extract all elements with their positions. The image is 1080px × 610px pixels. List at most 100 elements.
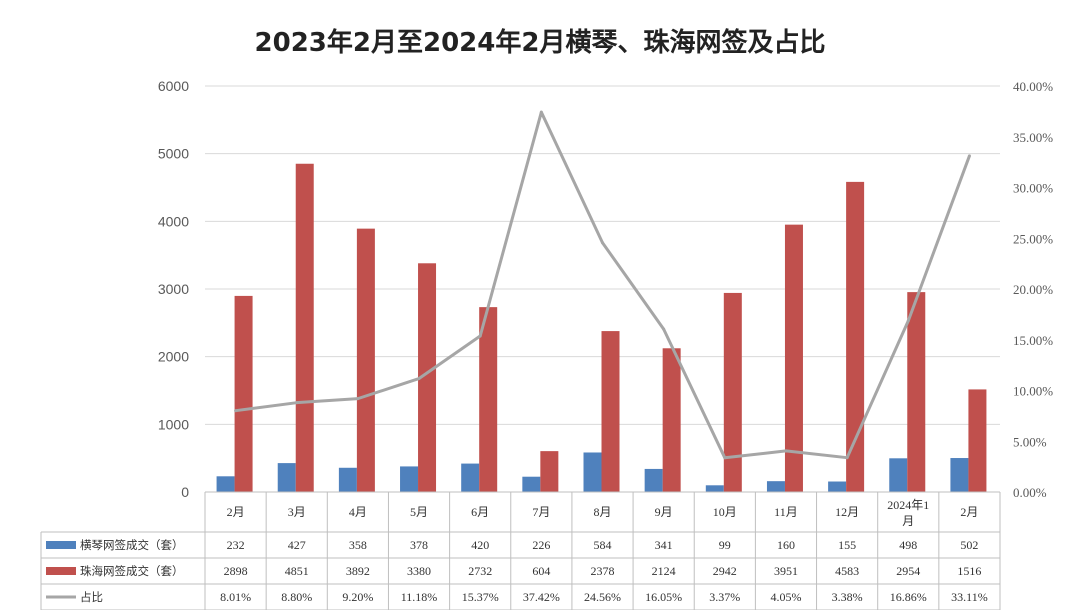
hengqin-bar <box>338 467 357 492</box>
data-label: 2898 <box>224 564 248 578</box>
zhuhai-bar <box>846 181 865 492</box>
data-label: 3951 <box>774 564 798 578</box>
zhuhai-bar <box>907 292 926 492</box>
data-label: 502 <box>960 538 978 552</box>
data-label: 15.37% <box>462 590 499 604</box>
share-point <box>417 377 421 381</box>
category-label: 6月 <box>471 505 489 519</box>
data-label: 378 <box>410 538 428 552</box>
share-point <box>356 397 360 401</box>
legend-label: 占比 <box>80 590 103 604</box>
y-right-tick-label: 5.00% <box>1013 434 1047 449</box>
data-label: 226 <box>532 538 550 552</box>
data-label: 2954 <box>896 564 920 578</box>
y-left-tick-label: 6000 <box>158 78 189 94</box>
category-label: 2月 <box>227 505 245 519</box>
data-label: 427 <box>288 538 306 552</box>
zhuhai-bar <box>784 224 803 493</box>
hengqin-bar <box>400 466 419 492</box>
y-left-tick-label: 2000 <box>158 349 189 365</box>
data-label: 33.11% <box>951 590 988 604</box>
category-label: 2月 <box>960 505 978 519</box>
y-left-tick-label: 0 <box>181 484 189 500</box>
hengqin-bar <box>766 481 785 492</box>
zhuhai-bar <box>479 307 498 492</box>
zhuhai-bar <box>356 228 375 492</box>
hengqin-bar <box>950 458 969 492</box>
share-point <box>662 327 666 331</box>
zhuhai-bar <box>295 163 314 492</box>
data-label: 584 <box>594 538 612 552</box>
hengqin-bar <box>583 452 602 492</box>
data-label: 2124 <box>652 564 676 578</box>
data-label: 8.80% <box>281 590 312 604</box>
data-label: 4851 <box>285 564 309 578</box>
data-label: 160 <box>777 538 795 552</box>
legend-swatch <box>46 541 76 549</box>
y-right-tick-label: 20.00% <box>1013 282 1053 297</box>
hengqin-bar <box>216 476 235 492</box>
category-label: 9月 <box>655 505 673 519</box>
data-label: 3.37% <box>709 590 740 604</box>
data-label: 11.18% <box>401 590 438 604</box>
share-point <box>539 110 543 114</box>
data-label: 2942 <box>713 564 737 578</box>
y-right-tick-label: 10.00% <box>1013 384 1053 399</box>
hengqin-bar <box>889 458 908 492</box>
data-label: 16.05% <box>645 590 682 604</box>
y-right-tick-label: 40.00% <box>1013 79 1053 94</box>
category-label: 4月 <box>349 505 367 519</box>
zhuhai-bar <box>540 451 559 492</box>
data-label: 420 <box>471 538 489 552</box>
chart-title: 2023年2月至2024年2月横琴、珠海网签及占比 <box>254 28 826 58</box>
data-label: 4583 <box>835 564 859 578</box>
share-point <box>967 154 971 158</box>
data-label: 3380 <box>407 564 431 578</box>
category-label: 3月 <box>288 505 306 519</box>
data-label: 3.38% <box>832 590 863 604</box>
hengqin-bar <box>522 476 541 492</box>
hengqin-bar <box>461 463 480 492</box>
data-label: 16.86% <box>890 590 927 604</box>
data-label: 498 <box>899 538 917 552</box>
data-label: 2378 <box>591 564 615 578</box>
hengqin-bar <box>277 463 296 492</box>
data-label: 24.56% <box>584 590 621 604</box>
data-label: 2732 <box>468 564 492 578</box>
data-label: 604 <box>532 564 550 578</box>
category-label: 10月 <box>713 505 737 519</box>
zhuhai-bar <box>662 348 681 492</box>
zhuhai-bar <box>968 389 987 492</box>
share-point <box>845 456 849 460</box>
share-point <box>234 409 238 413</box>
zhuhai-bar <box>601 331 620 492</box>
zhuhai-bar <box>234 295 253 492</box>
share-point <box>295 401 299 405</box>
data-label: 37.42% <box>523 590 560 604</box>
y-left-tick-label: 5000 <box>158 146 189 162</box>
y-left-tick-label: 3000 <box>158 281 189 297</box>
data-label: 99 <box>719 538 731 552</box>
legend-swatch <box>46 567 76 575</box>
data-label: 1516 <box>957 564 981 578</box>
y-left-tick-label: 1000 <box>158 416 189 432</box>
category-label: 2024年1 <box>887 498 929 512</box>
y-right-tick-label: 30.00% <box>1013 181 1053 196</box>
share-point <box>478 334 482 338</box>
hengqin-bar <box>705 485 724 492</box>
zhuhai-bar <box>723 292 742 492</box>
zhuhai-bar <box>418 263 437 492</box>
y-right-tick-label: 0.00% <box>1013 485 1047 500</box>
share-point <box>723 456 727 460</box>
legend-label: 横琴网签成交（套） <box>80 538 184 552</box>
y-left-tick-label: 4000 <box>158 213 189 229</box>
category-label: 7月 <box>532 505 550 519</box>
category-label: 8月 <box>593 505 611 519</box>
data-label: 232 <box>227 538 245 552</box>
y-right-tick-label: 35.00% <box>1013 130 1053 145</box>
y-right-tick-label: 25.00% <box>1013 231 1053 246</box>
data-label: 341 <box>655 538 673 552</box>
data-label: 358 <box>349 538 367 552</box>
share-point <box>906 319 910 323</box>
